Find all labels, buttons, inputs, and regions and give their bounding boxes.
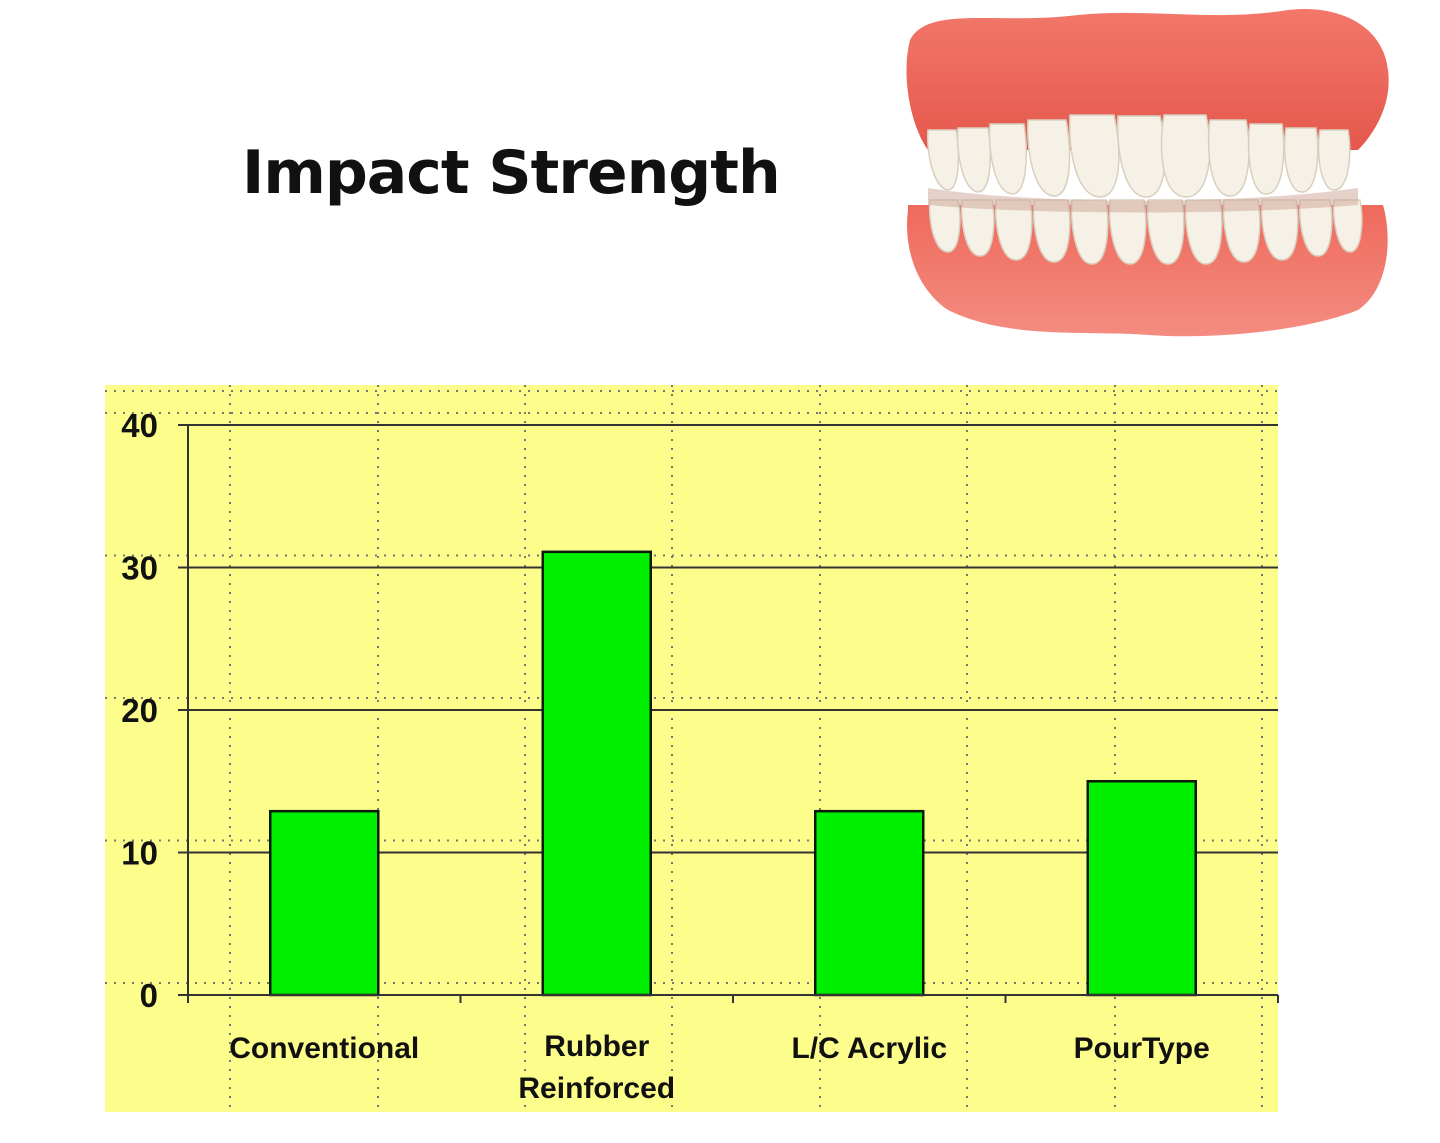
bar — [814, 809, 925, 997]
dentures-icon — [906, 8, 1389, 337]
x-category-label: Conventional — [229, 1032, 419, 1065]
x-category-label: L/C Acrylic — [791, 1032, 947, 1065]
y-tick-label: 30 — [121, 550, 158, 587]
chart-title: Impact Strength — [242, 138, 781, 208]
y-tick-label: 20 — [121, 692, 158, 729]
y-tick-label: 10 — [121, 835, 158, 872]
x-category-label: Rubber Reinforced — [518, 1030, 675, 1105]
y-tick-labels: 0 10 20 30 40 — [121, 407, 158, 1014]
minor-gridlines — [105, 385, 1278, 1112]
x-category-labels: Conventional Rubber Reinforced L/C Acrylic P… — [229, 1030, 1210, 1105]
bar — [541, 550, 652, 997]
axes — [178, 425, 1279, 1003]
bar-series — [269, 550, 1197, 997]
x-category-label: PourType — [1074, 1032, 1210, 1065]
y-tick-label: 40 — [121, 407, 158, 444]
bar — [1086, 780, 1197, 997]
bar — [269, 809, 380, 997]
plot-background — [105, 385, 1278, 1112]
y-tick-label: 0 — [140, 977, 158, 1014]
